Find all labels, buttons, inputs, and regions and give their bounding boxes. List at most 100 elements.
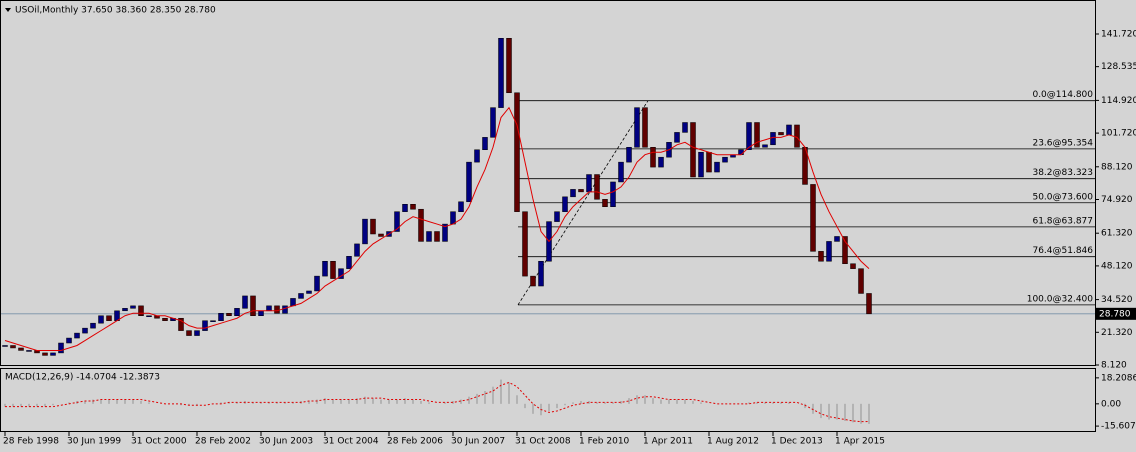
candle (818, 251, 824, 262)
candle (474, 149, 480, 163)
candle (402, 204, 408, 212)
y-tick-label: 74.920 (1101, 195, 1133, 205)
x-tick-label: 30 Jun 2007 (451, 437, 505, 447)
x-tick-label: 30 Jun 1999 (67, 437, 121, 447)
candle (746, 122, 752, 150)
candle (250, 295, 256, 317)
fib-label: 38.2@83.323 (1032, 168, 1093, 178)
candle (210, 320, 216, 322)
candle (362, 218, 368, 245)
y-tick-label: -15.6071 (1101, 422, 1136, 432)
candle (450, 211, 456, 225)
x-tick-label: 28 Feb 2006 (387, 437, 443, 447)
candle (794, 124, 800, 148)
x-tick-label: 1 Apr 2011 (643, 437, 693, 447)
candle (242, 295, 248, 309)
candle (98, 315, 104, 324)
candle (770, 132, 776, 146)
candle (498, 38, 504, 108)
candle (594, 174, 600, 200)
candle (298, 293, 304, 299)
candle (194, 330, 200, 336)
candle (754, 122, 760, 148)
candle (218, 313, 224, 321)
candle (738, 149, 744, 155)
candle (466, 161, 472, 203)
candle (282, 305, 288, 314)
candle (234, 308, 240, 317)
y-tick-label: 61.320 (1101, 229, 1133, 239)
candle (146, 315, 152, 318)
fib-label: 61.8@63.877 (1032, 216, 1093, 226)
candle (490, 107, 496, 138)
candle (186, 330, 192, 336)
candle (522, 211, 528, 277)
candle (866, 293, 872, 315)
x-tick-label: 30 Jun 2003 (259, 437, 313, 447)
candle (674, 132, 680, 143)
y-tick-label: 141.720 (1101, 29, 1136, 39)
last-price-label: 28.780 (1099, 309, 1131, 319)
candle (418, 208, 424, 242)
candle (74, 332, 80, 339)
y-tick-label: 101.720 (1101, 129, 1136, 139)
candle (826, 241, 832, 262)
candle (514, 92, 520, 212)
x-tick-label: 31 Oct 2004 (323, 437, 379, 447)
candle (626, 147, 632, 163)
candle (42, 352, 48, 356)
candle (138, 305, 144, 317)
x-tick-label: 28 Feb 2002 (195, 437, 251, 447)
candle (394, 211, 400, 232)
candle (426, 231, 432, 242)
candle (82, 327, 88, 334)
candle (690, 122, 696, 178)
candle (18, 347, 24, 351)
candle (162, 317, 168, 321)
candle (506, 38, 512, 94)
candle (562, 196, 568, 212)
candle (58, 342, 64, 354)
candle (314, 275, 320, 292)
candle (226, 313, 232, 317)
candle (538, 260, 544, 287)
candle (202, 320, 208, 331)
candle (658, 156, 664, 168)
fib-label: 23.6@95.354 (1032, 138, 1093, 148)
candle (130, 305, 136, 309)
candle (642, 107, 648, 148)
candle (610, 181, 616, 207)
candle (578, 189, 584, 193)
x-tick-label: 28 Feb 1998 (3, 437, 59, 447)
candle (778, 132, 784, 136)
candle (554, 211, 560, 222)
y-tick-label: 48.120 (1101, 261, 1133, 271)
candle (706, 151, 712, 173)
candle (106, 315, 112, 321)
candle (698, 151, 704, 178)
menu-arrow (5, 8, 11, 12)
candle (66, 337, 72, 344)
candle (714, 161, 720, 173)
candle (410, 204, 416, 210)
y-tick-label: 88.120 (1101, 162, 1133, 172)
candle (858, 268, 864, 294)
candle (842, 236, 848, 264)
candle (50, 352, 56, 356)
y-tick-label: 18.2086 (1101, 373, 1136, 383)
signal-line (5, 381, 870, 423)
last-price-box (1096, 307, 1136, 320)
candle (618, 161, 624, 183)
candle (834, 236, 840, 242)
candle (266, 305, 272, 312)
macd-title: MACD(12,26,9) -14.0704 -12.3873 (5, 373, 160, 383)
chart-title: USOil,Monthly 37.650 38.360 28.350 28.78… (15, 6, 216, 16)
fib-label: 76.4@51.846 (1032, 246, 1093, 256)
candle (122, 308, 128, 312)
x-tick-label: 1 Aug 2012 (707, 437, 759, 447)
candle (850, 263, 856, 269)
x-tick-label: 31 Oct 2008 (515, 437, 571, 447)
candle (530, 275, 536, 287)
